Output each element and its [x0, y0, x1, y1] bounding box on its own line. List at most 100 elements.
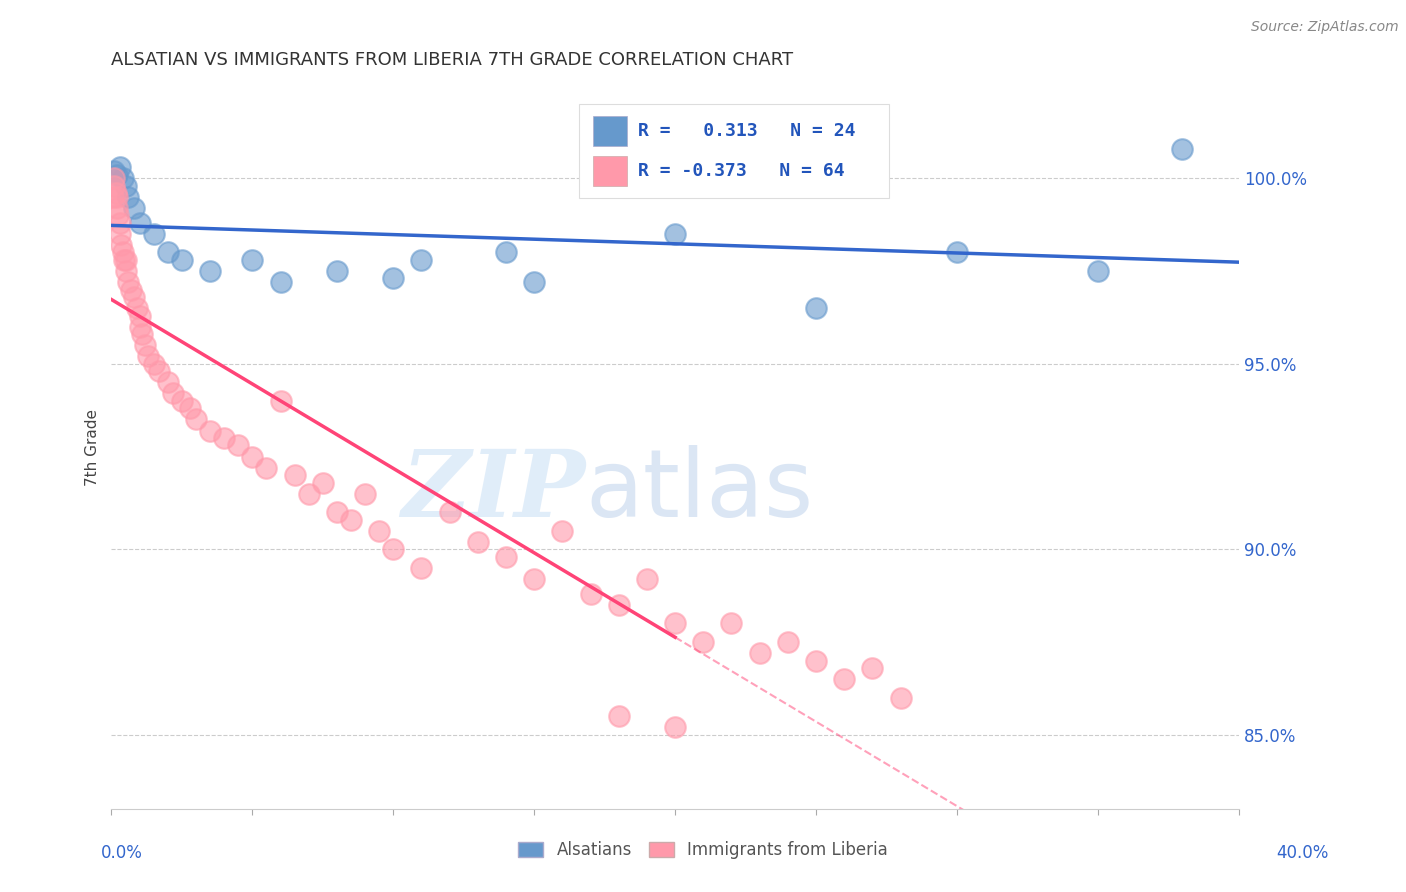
Point — [134, 338, 156, 352]
Text: ZIP: ZIP — [401, 446, 585, 536]
Point — [495, 549, 517, 564]
Point — [103, 178, 125, 193]
Point — [198, 424, 221, 438]
Text: Source: ZipAtlas.com: Source: ZipAtlas.com — [1251, 20, 1399, 34]
Point — [108, 227, 131, 241]
Point — [382, 542, 405, 557]
Bar — [593, 116, 627, 146]
Point — [804, 654, 827, 668]
Point — [270, 275, 292, 289]
Point — [326, 505, 349, 519]
Point — [117, 190, 139, 204]
Point — [523, 275, 546, 289]
Point — [114, 264, 136, 278]
Point — [170, 252, 193, 267]
Point — [128, 319, 150, 334]
Point — [170, 393, 193, 408]
Point — [105, 201, 128, 215]
Point — [368, 524, 391, 538]
Point — [832, 672, 855, 686]
Point — [114, 178, 136, 193]
Y-axis label: 7th Grade: 7th Grade — [86, 409, 100, 486]
Point — [114, 252, 136, 267]
Point — [136, 350, 159, 364]
Point — [607, 598, 630, 612]
Point — [254, 460, 277, 475]
Point — [142, 357, 165, 371]
Point — [105, 190, 128, 204]
Point — [103, 164, 125, 178]
Point — [636, 572, 658, 586]
Point — [298, 486, 321, 500]
Point — [111, 171, 134, 186]
Point — [104, 186, 127, 200]
Point — [720, 616, 742, 631]
Point — [748, 646, 770, 660]
Point — [142, 227, 165, 241]
Point — [184, 412, 207, 426]
Point — [103, 171, 125, 186]
Point — [108, 216, 131, 230]
Point — [523, 572, 546, 586]
Point — [122, 201, 145, 215]
Text: atlas: atlas — [585, 445, 813, 537]
Point — [312, 475, 335, 490]
Point — [664, 720, 686, 734]
Point — [122, 290, 145, 304]
Legend: Alsatians, Immigrants from Liberia: Alsatians, Immigrants from Liberia — [510, 833, 896, 868]
Point — [340, 513, 363, 527]
Point — [156, 245, 179, 260]
Point — [111, 245, 134, 260]
Point — [226, 438, 249, 452]
Point — [551, 524, 574, 538]
Point — [117, 275, 139, 289]
Point — [112, 252, 135, 267]
Point — [946, 245, 969, 260]
Point — [110, 238, 132, 252]
Point — [411, 252, 433, 267]
Point — [125, 301, 148, 315]
Point — [108, 160, 131, 174]
Point — [354, 486, 377, 500]
Point — [804, 301, 827, 315]
Point — [860, 661, 883, 675]
Point — [131, 327, 153, 342]
Point — [107, 208, 129, 222]
Point — [692, 635, 714, 649]
Point — [284, 468, 307, 483]
Point — [1171, 142, 1194, 156]
Point — [128, 216, 150, 230]
Point — [579, 587, 602, 601]
Point — [105, 168, 128, 182]
Text: R = -0.373   N = 64: R = -0.373 N = 64 — [638, 161, 845, 180]
Text: 40.0%: 40.0% — [1277, 844, 1329, 862]
Point — [439, 505, 461, 519]
Point — [411, 561, 433, 575]
Point — [162, 386, 184, 401]
Point — [156, 376, 179, 390]
Point — [776, 635, 799, 649]
Point — [179, 401, 201, 416]
Point — [212, 431, 235, 445]
Point — [240, 252, 263, 267]
Text: ALSATIAN VS IMMIGRANTS FROM LIBERIA 7TH GRADE CORRELATION CHART: ALSATIAN VS IMMIGRANTS FROM LIBERIA 7TH … — [111, 51, 793, 69]
Text: R =   0.313   N = 24: R = 0.313 N = 24 — [638, 122, 855, 140]
Point — [607, 709, 630, 723]
Point — [128, 309, 150, 323]
Point — [148, 364, 170, 378]
Text: 0.0%: 0.0% — [101, 844, 143, 862]
Point — [664, 616, 686, 631]
Point — [890, 690, 912, 705]
Point — [495, 245, 517, 260]
Point — [101, 190, 124, 204]
Point — [664, 227, 686, 241]
Point — [382, 271, 405, 285]
Point — [240, 450, 263, 464]
Bar — [593, 156, 627, 186]
Point — [120, 283, 142, 297]
Point — [270, 393, 292, 408]
Point — [467, 534, 489, 549]
Point — [198, 264, 221, 278]
Point — [326, 264, 349, 278]
Bar — [579, 103, 889, 198]
